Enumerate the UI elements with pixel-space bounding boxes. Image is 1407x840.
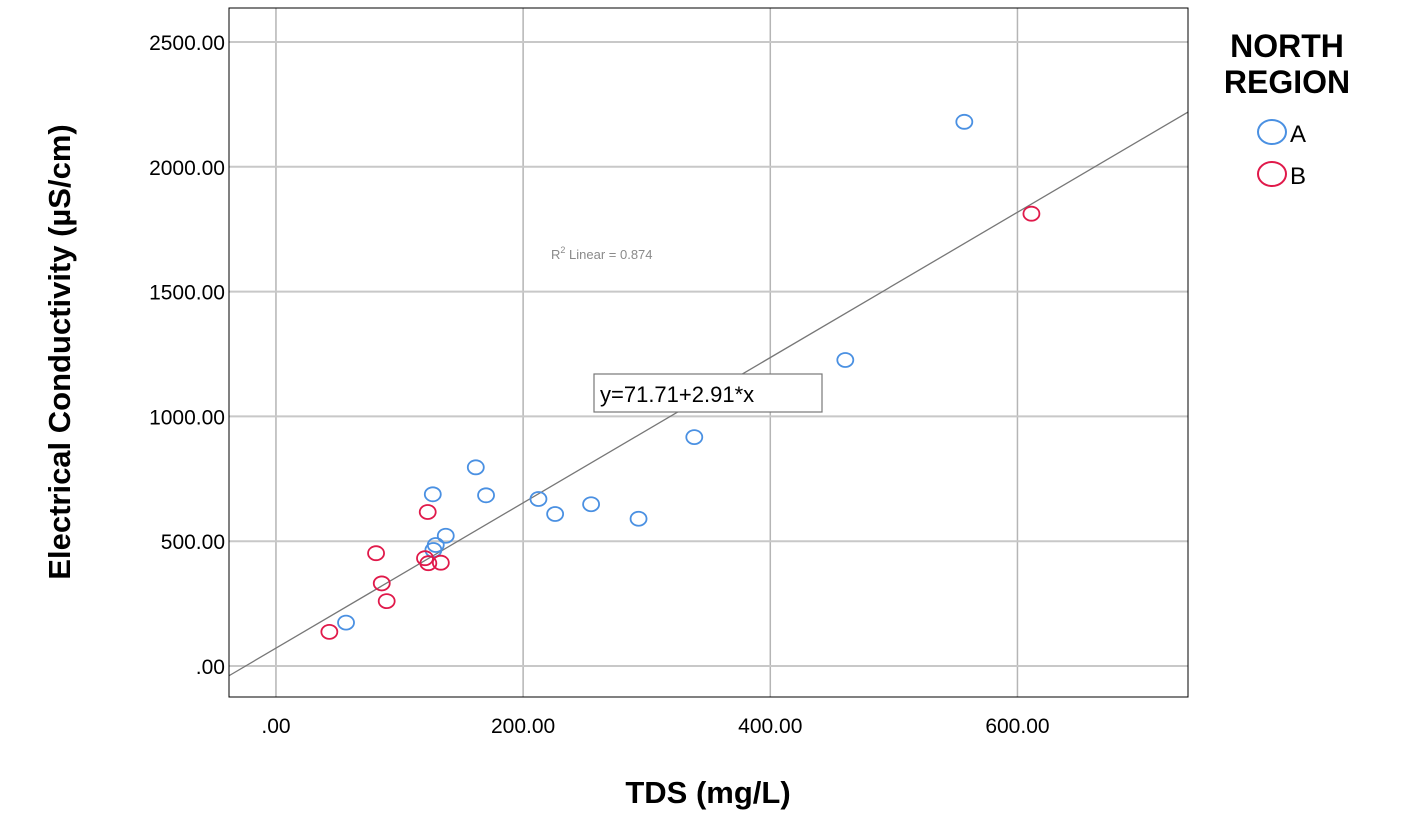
equation-box [593, 373, 823, 413]
legend-label-A: A [1290, 121, 1306, 148]
data-point-A [582, 496, 600, 513]
legend-marker-B [1257, 161, 1287, 187]
data-point-A [546, 506, 565, 522]
data-point-A [629, 510, 648, 527]
equation-label: y=71.71+2.91*x [600, 382, 754, 407]
data-point-A [337, 614, 355, 631]
y-tick-label: 2000.00 [149, 157, 225, 180]
legend-marker-A [1257, 119, 1287, 145]
data-point-A [955, 113, 974, 130]
y-tick-label: 2500.00 [149, 32, 225, 55]
y-tick-label: 500.00 [161, 531, 225, 554]
data-point-B [431, 554, 450, 571]
x-tick-label: 400.00 [738, 715, 802, 738]
plot-frame [228, 7, 1189, 698]
y-tick-label: 1500.00 [149, 282, 225, 305]
x-tick-label: .00 [261, 715, 290, 738]
data-point-A [466, 459, 485, 476]
legend-title-line2: REGION [1224, 64, 1350, 100]
data-point-B [418, 504, 437, 520]
data-point-A [436, 527, 455, 544]
data-point-B [367, 545, 385, 562]
r2-label: R2 Linear = 0.874 [551, 245, 653, 262]
y-axis-label: Electrical Conductivity (µS/cm) [42, 124, 77, 579]
y-tick-label: .00 [196, 656, 225, 679]
data-point-A [529, 491, 548, 507]
data-point-B [1022, 205, 1041, 222]
data-point-A [685, 429, 704, 446]
legend-title-line1: NORTH [1230, 28, 1344, 64]
data-point-A [836, 352, 855, 368]
data-point-B [419, 555, 438, 572]
data-point-B [416, 550, 434, 567]
data-point-B [372, 575, 391, 592]
x-axis-label: TDS (mg/L) [625, 775, 790, 810]
x-tick-label: 200.00 [491, 715, 555, 738]
data-point-B [320, 623, 339, 640]
y-tick-label: 1000.00 [149, 406, 225, 429]
data-point-B [377, 593, 396, 610]
data-point-A [423, 486, 442, 503]
x-tick-label: 600.00 [985, 715, 1049, 738]
legend-label-B: B [1290, 163, 1306, 190]
data-point-A [477, 487, 495, 504]
